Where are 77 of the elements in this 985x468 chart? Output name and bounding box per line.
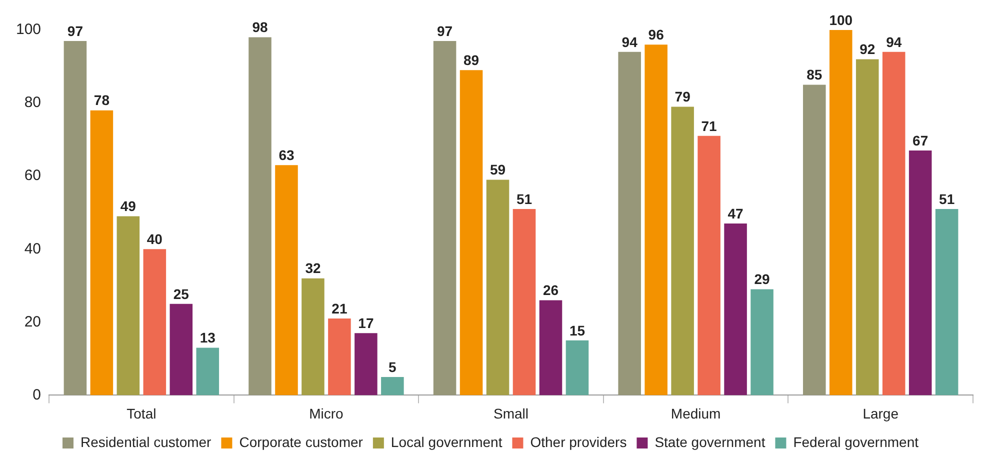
data-label: 89 <box>463 52 480 68</box>
legend-label: State government <box>654 434 766 450</box>
bar <box>64 40 87 396</box>
bar <box>90 110 114 396</box>
bar <box>856 59 879 396</box>
bar <box>829 30 852 396</box>
data-label: 100 <box>829 12 853 28</box>
bar <box>539 300 562 396</box>
data-label: 51 <box>516 190 532 207</box>
legend-label: Other providers <box>530 434 627 450</box>
bar <box>750 289 774 396</box>
bar <box>671 106 694 396</box>
bar <box>354 333 378 396</box>
bar <box>433 40 456 396</box>
data-label: 79 <box>674 88 691 105</box>
x-tick-label: Large <box>862 405 899 422</box>
bar <box>882 52 906 396</box>
bar <box>170 304 193 396</box>
bar <box>248 37 272 396</box>
data-label: 97 <box>67 22 84 39</box>
legend-label: Local government <box>390 434 502 450</box>
data-label: 32 <box>305 260 321 276</box>
data-label: 25 <box>173 286 190 302</box>
data-label: 63 <box>278 146 294 163</box>
legend-label: Federal government <box>793 434 919 450</box>
bar <box>328 318 351 396</box>
data-label: 17 <box>358 314 374 331</box>
bar <box>644 44 668 396</box>
x-tick-label: Small <box>494 405 529 422</box>
data-label: 5 <box>388 358 397 375</box>
data-label: 59 <box>490 162 506 178</box>
legend-label: Corporate customer <box>239 434 364 450</box>
y-tick-label: 0 <box>32 386 42 404</box>
bar <box>908 150 932 396</box>
data-label: 94 <box>622 34 638 50</box>
data-label: 67 <box>912 132 928 148</box>
x-tick-label: Micro <box>309 405 344 422</box>
x-tick-label: Total <box>126 405 156 422</box>
data-label: 47 <box>728 205 744 222</box>
data-label: 51 <box>939 190 955 207</box>
data-label: 21 <box>332 300 348 316</box>
y-tick-label: 40 <box>24 240 42 258</box>
data-label: 78 <box>94 92 110 108</box>
data-label: 13 <box>200 330 216 346</box>
data-label: 71 <box>701 118 718 134</box>
bar <box>143 249 166 396</box>
x-tick-label: Medium <box>670 405 721 422</box>
data-label: 26 <box>542 282 559 298</box>
bar <box>724 224 747 396</box>
bar <box>196 348 220 396</box>
data-label: 94 <box>886 34 902 50</box>
bar <box>698 136 720 396</box>
data-label: 92 <box>860 41 876 58</box>
bar <box>460 70 483 396</box>
bar <box>381 376 404 396</box>
data-label: 98 <box>252 19 268 36</box>
y-tick-label: 20 <box>24 313 42 330</box>
bar <box>618 52 641 396</box>
bar <box>486 180 510 396</box>
data-label: 49 <box>120 198 136 214</box>
bar <box>935 208 958 396</box>
data-label: 40 <box>146 230 163 247</box>
y-tick-label: 100 <box>16 21 42 38</box>
y-tick-label: 80 <box>24 94 42 112</box>
bar <box>512 208 536 396</box>
bar <box>802 84 826 396</box>
data-label: 85 <box>806 66 822 83</box>
data-label: 97 <box>437 22 453 39</box>
data-label: 96 <box>648 26 664 42</box>
y-tick-label: 60 <box>24 167 42 184</box>
data-label: 29 <box>754 271 770 288</box>
data-label: 15 <box>569 322 586 338</box>
bar <box>302 278 324 396</box>
bar <box>275 165 298 396</box>
bar <box>566 340 589 396</box>
bar <box>116 216 140 396</box>
legend-label: Residential customer <box>80 434 212 450</box>
